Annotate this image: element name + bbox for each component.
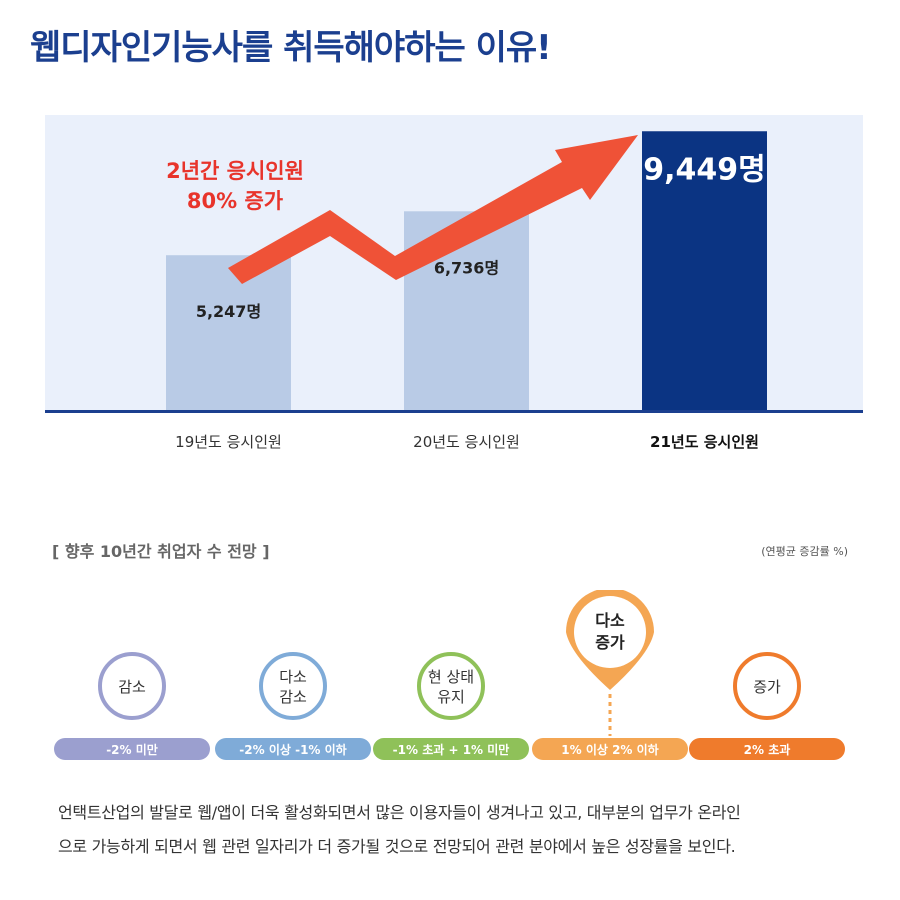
bar-value-label-3: 9,449명	[643, 152, 766, 187]
outlook-label-2-1: 다소	[279, 668, 307, 686]
outlook-circle-1	[98, 652, 166, 720]
range-label-4: 1% 이상 2% 이하	[561, 742, 658, 757]
annotation-line-1: 2년간 응시인원	[166, 159, 304, 183]
category-label-2: 20년도 응시인원	[413, 433, 520, 451]
bar-value-label-2: 6,736명	[434, 258, 499, 277]
outlook-circle-2	[259, 652, 327, 720]
bar-3	[642, 131, 767, 410]
range-segment-1	[54, 738, 210, 760]
page-title: 웹디자인기능사를 취득해야하는 이유!	[30, 28, 552, 68]
chart-baseline	[45, 410, 863, 413]
category-label-3: 21년도 응시인원	[650, 433, 759, 451]
outlook-section-title: [ 향후 10년간 취업자 수 전망 ]	[52, 542, 270, 561]
outlook-label-2-2: 감소	[279, 688, 307, 706]
outlook-label-3-2: 유지	[437, 688, 465, 706]
applicants-bar-chart: 5,247명 19년도 응시인원 6,736명 20년도 응시인원 9,449명 21년도…	[45, 131, 863, 451]
range-label-2: -2% 이상 -1% 이하	[239, 742, 346, 757]
outlook-label-5-1: 증가	[753, 678, 781, 696]
range-segment-4	[532, 738, 688, 760]
description-line-2: 으로 가능하게 되면서 웹 관련 일자리가 더 증가될 것으로 전망되어 관련 …	[58, 837, 736, 856]
outlook-label-4-1: 다소	[595, 611, 625, 630]
annotation-line-2: 80% 증가	[187, 189, 284, 213]
outlook-label-3-1: 현 상태	[428, 668, 474, 686]
description-text: 언택트산업의 발달로 웹/앱이 더욱 활성화되면서 많은 이용자들이 생겨나고 …	[58, 796, 858, 864]
range-label-5: 2% 초과	[744, 742, 791, 757]
bar-value-label-1: 5,247명	[196, 302, 261, 321]
outlook-label-1-1: 감소	[118, 678, 146, 696]
range-label-3: -1% 초과 + 1% 미만	[393, 742, 510, 757]
outlook-circle-5	[733, 652, 801, 720]
description-line-1: 언택트산업의 발달로 웹/앱이 더욱 활성화되면서 많은 이용자들이 생겨나고 …	[58, 803, 741, 822]
bar-1	[166, 255, 291, 410]
range-segment-5	[689, 738, 845, 760]
trend-arrow	[228, 135, 638, 284]
highlight-pin-inner	[574, 596, 646, 668]
range-segment-2	[215, 738, 371, 760]
outlook-label-4-2: 증가	[595, 633, 625, 652]
outlook-unit-note: (연평균 증감률 %)	[761, 545, 848, 558]
category-label-1: 19년도 응시인원	[175, 433, 282, 451]
range-label-1: -2% 미만	[106, 742, 158, 757]
outlook-circle-3	[417, 652, 485, 720]
range-segment-3	[373, 738, 529, 760]
